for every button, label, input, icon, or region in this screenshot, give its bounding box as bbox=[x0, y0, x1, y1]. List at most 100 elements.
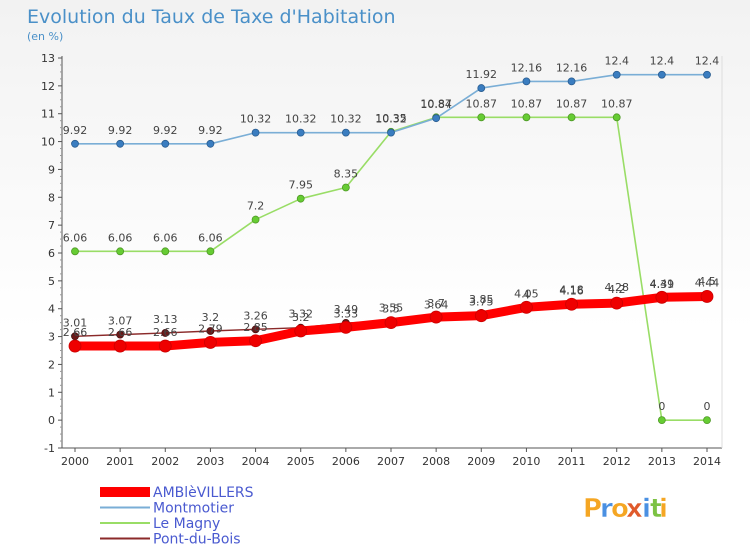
data-point bbox=[567, 77, 576, 86]
data-label: 11.92 bbox=[466, 68, 498, 81]
data-point bbox=[657, 416, 666, 425]
data-label: 6.06 bbox=[63, 231, 88, 244]
data-point bbox=[567, 113, 576, 122]
y-tick-label: 11 bbox=[41, 108, 55, 121]
data-label: 12.16 bbox=[556, 61, 588, 74]
data-point bbox=[339, 320, 353, 334]
data-point bbox=[657, 70, 666, 79]
data-point bbox=[384, 316, 398, 330]
data-label: 4.44 bbox=[695, 276, 720, 289]
data-label: 3.7 bbox=[427, 297, 445, 310]
data-label: 7.2 bbox=[247, 200, 265, 213]
data-label: 2.66 bbox=[153, 326, 178, 339]
data-point bbox=[158, 339, 172, 353]
brand-logo-letter: r bbox=[600, 494, 613, 524]
data-label: 10.32 bbox=[285, 113, 317, 126]
data-label: 10.32 bbox=[375, 113, 407, 126]
brand-logo-letter: x bbox=[626, 494, 643, 524]
data-label: 0 bbox=[658, 400, 665, 413]
series-line bbox=[74, 116, 708, 421]
brand-logo-letter: i bbox=[642, 494, 651, 524]
x-tick-label: 2009 bbox=[467, 455, 495, 468]
brand-logo-letter: o bbox=[611, 494, 629, 524]
brand-logo-letter: t bbox=[650, 494, 662, 524]
data-label: 4.41 bbox=[650, 277, 675, 290]
data-point bbox=[387, 128, 395, 137]
data-label: 3.49 bbox=[334, 303, 359, 316]
brand-logo-letter: i bbox=[659, 494, 668, 524]
data-point bbox=[522, 77, 531, 86]
x-tick-label: 2007 bbox=[377, 455, 405, 468]
data-label: 2.79 bbox=[198, 322, 223, 335]
x-tick-label: 2012 bbox=[603, 455, 631, 468]
data-label: 6.06 bbox=[198, 231, 223, 244]
data-point bbox=[206, 139, 215, 148]
data-label: 3.26 bbox=[243, 309, 268, 322]
x-tick-label: 2002 bbox=[151, 455, 179, 468]
data-label: 3.07 bbox=[108, 315, 133, 328]
data-label: 12.4 bbox=[650, 55, 675, 68]
data-label: 10.35 bbox=[375, 112, 407, 125]
x-tick-label: 2004 bbox=[242, 455, 270, 468]
data-point bbox=[477, 84, 486, 92]
data-point bbox=[612, 113, 621, 122]
data-point bbox=[565, 297, 578, 311]
data-label: 9.92 bbox=[153, 124, 178, 137]
data-label: 10.32 bbox=[330, 113, 362, 126]
data-point bbox=[161, 247, 170, 256]
legend-label: AMBlèVILLERS bbox=[153, 485, 254, 501]
data-label: 3.55 bbox=[379, 301, 404, 314]
data-point bbox=[700, 290, 714, 303]
y-tick-label: 4 bbox=[48, 303, 55, 316]
data-point bbox=[249, 334, 262, 348]
data-label: 4.16 bbox=[559, 284, 584, 297]
brand-logo-letter: P bbox=[583, 494, 602, 524]
data-point bbox=[68, 339, 82, 353]
y-tick-label: 12 bbox=[41, 80, 55, 93]
data-point bbox=[204, 336, 217, 349]
data-point bbox=[113, 339, 127, 353]
y-tick-label: 13 bbox=[41, 52, 55, 65]
chart-title: Evolution du Taux de Taxe d'Habitation bbox=[27, 6, 396, 28]
y-tick-label: 9 bbox=[48, 163, 55, 176]
data-point bbox=[610, 296, 624, 310]
data-label: 3.85 bbox=[469, 293, 494, 306]
chart-unit-label: (en %) bbox=[27, 30, 64, 43]
data-label: 6.06 bbox=[108, 231, 133, 244]
data-label: 4.39 bbox=[650, 278, 675, 291]
data-point bbox=[161, 139, 170, 148]
x-tick-label: 2003 bbox=[196, 455, 224, 468]
x-tick-label: 2011 bbox=[558, 455, 586, 468]
data-point bbox=[429, 310, 443, 324]
data-label: 3.32 bbox=[288, 308, 313, 321]
y-tick-label: 7 bbox=[48, 219, 55, 232]
x-tick-label: 2010 bbox=[512, 455, 540, 468]
data-point bbox=[432, 114, 441, 123]
data-point bbox=[341, 183, 350, 192]
data-label: 10.87 bbox=[511, 97, 543, 110]
data-label: 3.75 bbox=[469, 296, 494, 309]
data-label: 2.66 bbox=[63, 326, 88, 339]
y-tick-label: 10 bbox=[41, 136, 55, 149]
x-tick-label: 2005 bbox=[287, 455, 315, 468]
data-label: 10.87 bbox=[466, 97, 498, 110]
data-point bbox=[296, 128, 305, 137]
y-tick-label: 6 bbox=[48, 247, 55, 260]
x-tick-label: 2013 bbox=[648, 455, 676, 468]
data-point bbox=[161, 329, 170, 337]
y-tick-label: -1 bbox=[44, 442, 55, 455]
data-label: 9.92 bbox=[63, 124, 88, 137]
data-point bbox=[522, 113, 531, 122]
y-tick-label: 5 bbox=[48, 275, 55, 288]
data-label: 0 bbox=[704, 400, 711, 413]
data-point bbox=[71, 247, 79, 256]
data-point bbox=[116, 139, 125, 148]
y-tick-label: 1 bbox=[48, 386, 55, 399]
data-label: 3.5 bbox=[382, 303, 400, 316]
data-point bbox=[474, 309, 488, 323]
data-label: 2.66 bbox=[108, 326, 133, 339]
data-label: 12.4 bbox=[695, 55, 720, 68]
x-tick-label: 2000 bbox=[61, 455, 89, 468]
